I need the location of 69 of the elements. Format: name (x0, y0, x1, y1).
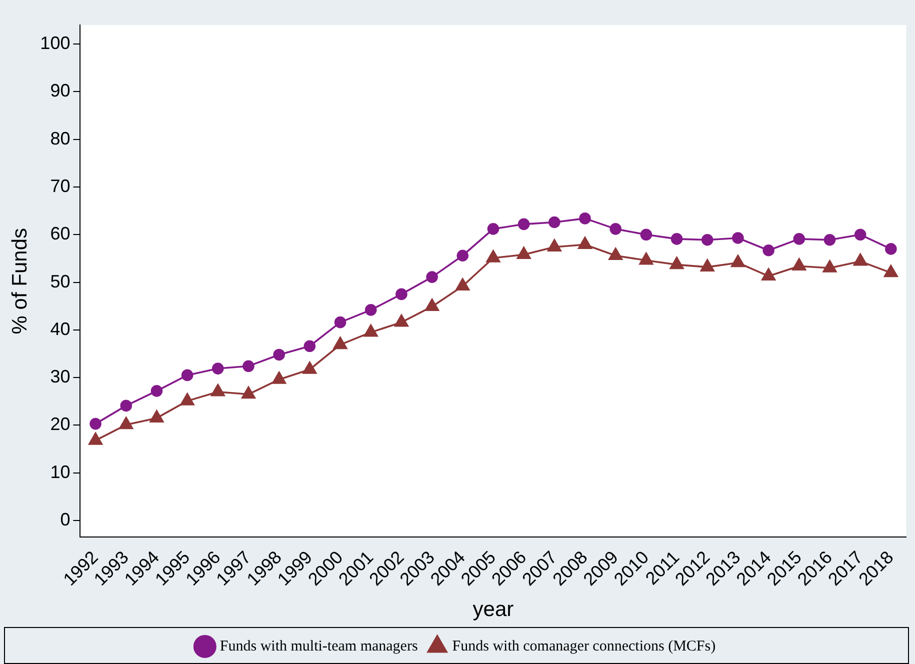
point (885, 243, 897, 255)
point (425, 298, 439, 311)
point (853, 253, 868, 266)
point (210, 384, 225, 396)
point (334, 316, 346, 328)
point (120, 400, 132, 412)
point (487, 223, 500, 235)
legend-label: Funds with multi-team managers (220, 638, 418, 654)
y-tick-label: 0 (60, 510, 70, 530)
point (762, 268, 776, 281)
point (884, 264, 898, 278)
point (394, 314, 408, 327)
point (180, 393, 194, 406)
point (456, 278, 470, 291)
point (272, 372, 286, 384)
point (304, 340, 316, 352)
y-tick-label: 80 (50, 128, 70, 148)
y-tick-label: 30 (50, 366, 70, 387)
point (793, 233, 806, 245)
point (579, 212, 591, 224)
y-axis-title: % of Funds (8, 228, 32, 334)
point (762, 244, 774, 256)
y-tick-label: 60 (50, 224, 70, 244)
point (670, 256, 684, 270)
point (486, 250, 500, 262)
point (610, 223, 622, 235)
point (242, 360, 254, 372)
point (547, 239, 562, 252)
y-tick-label: 10 (50, 462, 70, 482)
y-tick-label: 40 (50, 318, 70, 339)
y-tick-label: 20 (50, 414, 70, 434)
point (854, 228, 866, 241)
point (640, 228, 652, 241)
y-tick-label: 90 (50, 80, 70, 101)
point (608, 248, 623, 260)
point (548, 216, 560, 228)
point (700, 259, 714, 272)
point (701, 234, 714, 246)
point (670, 233, 683, 245)
point (119, 416, 134, 430)
point (242, 386, 256, 399)
x-axis-title: year (472, 598, 514, 622)
point (212, 362, 224, 374)
point (578, 236, 592, 250)
point (426, 271, 438, 283)
point (732, 232, 744, 244)
point (364, 304, 377, 316)
point (518, 218, 530, 230)
point (273, 348, 285, 361)
point (456, 250, 469, 262)
point (396, 288, 408, 300)
legend-label: Funds with comanager connections (MCFs) (452, 638, 716, 654)
point (150, 410, 164, 422)
point (302, 362, 317, 374)
point (792, 258, 806, 270)
point (516, 246, 531, 260)
point (181, 369, 194, 382)
point (333, 336, 348, 350)
point (822, 260, 837, 272)
point (90, 418, 102, 430)
point (364, 324, 378, 337)
point (150, 385, 163, 397)
point (824, 234, 836, 246)
y-tick-label: 70 (50, 176, 70, 196)
y-tick-label: 50 (50, 271, 70, 292)
y-tick-label: 100 (40, 33, 70, 54)
point (88, 432, 102, 445)
point (730, 254, 745, 268)
point (639, 252, 654, 265)
